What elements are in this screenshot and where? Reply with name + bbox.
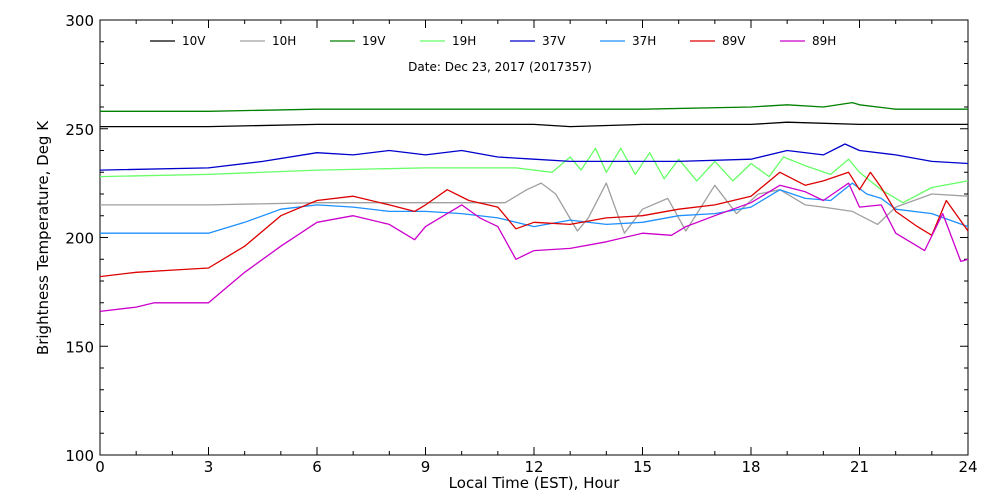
legend-label: 89V (722, 34, 746, 48)
y-tick-label: 200 (65, 230, 94, 248)
series-line-10v (100, 121, 968, 128)
y-axis: 100 150 200 250 300 (65, 12, 968, 465)
plot-frame (99, 19, 969, 456)
date-annotation: Date: Dec 23, 2017 (2017357) (408, 60, 592, 74)
x-axis: 0 3 6 9 12 15 18 21 24 (95, 20, 978, 476)
series-line-89h (99, 182, 969, 313)
x-axis-title: Local Time (EST), Hour (449, 474, 620, 492)
series-line-19v (100, 101, 968, 112)
y-tick-label: 250 (65, 121, 94, 139)
legend-label: 89H (812, 34, 836, 48)
y-tick-label: 300 (65, 12, 94, 30)
x-tick-label: 0 (95, 458, 105, 476)
legend-label: 37V (542, 34, 566, 48)
y-axis-title: Brightness Temperature, Deg K (34, 120, 52, 355)
x-tick-label: 3 (204, 458, 214, 476)
x-tick-label: 12 (524, 458, 543, 476)
series-line-89v (99, 171, 969, 278)
legend-label: 10H (272, 34, 296, 48)
x-tick-label: 21 (850, 458, 869, 476)
legend: 10V 10H 19V 19H 37V 37H 89V 89H (150, 34, 836, 48)
y-tick-label: 150 (65, 338, 94, 356)
y-tick-label: 100 (65, 447, 94, 465)
x-tick-label: 9 (421, 458, 431, 476)
legend-label: 37H (632, 34, 656, 48)
x-tick-label: 18 (741, 458, 760, 476)
series-line-37h (100, 182, 969, 234)
series-line-37v (99, 143, 969, 171)
legend-label: 10V (182, 34, 206, 48)
legend-label: 19V (362, 34, 386, 48)
legend-label: 19H (452, 34, 476, 48)
x-tick-label: 15 (633, 458, 652, 476)
x-tick-label: 6 (312, 458, 322, 476)
x-tick-label: 24 (958, 458, 977, 476)
series-layer (99, 101, 969, 313)
series-line-19h (99, 147, 969, 204)
series-line-10h (100, 182, 969, 234)
